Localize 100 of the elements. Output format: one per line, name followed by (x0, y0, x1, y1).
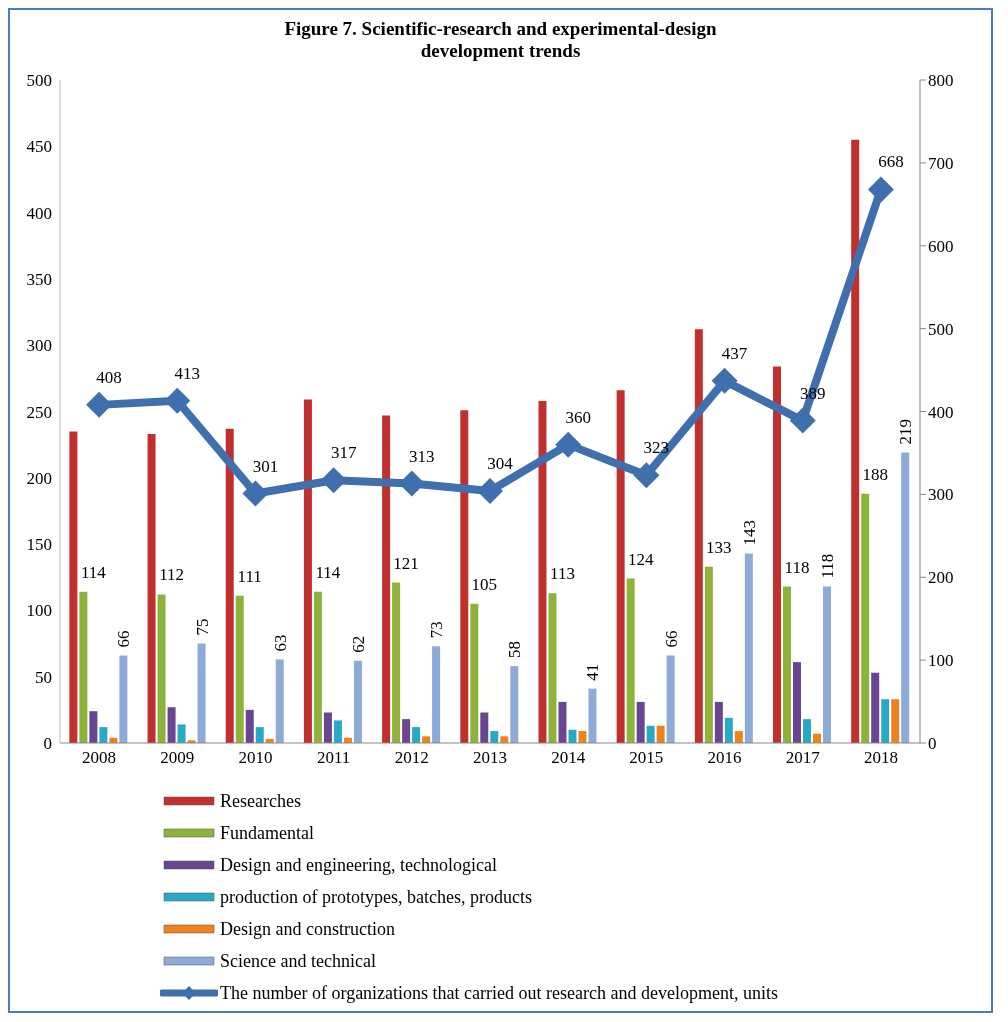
bar (480, 712, 489, 743)
bar (724, 717, 733, 743)
bar (275, 659, 284, 743)
data-label: 66 (114, 630, 134, 648)
data-label: 313 (409, 446, 435, 466)
bar (783, 586, 792, 743)
data-label: 413 (174, 363, 201, 383)
data-label: 437 (721, 343, 748, 363)
data-label: 75 (192, 618, 212, 636)
x-tick-label: 2014 (551, 748, 586, 768)
x-tick-label: 2013 (473, 748, 507, 768)
bar (666, 655, 675, 743)
y-tick-label: 150 (26, 535, 52, 555)
bar (333, 720, 342, 743)
y2-tick-label: 800 (928, 71, 954, 91)
point (711, 367, 738, 394)
bar (313, 591, 322, 743)
data-label: 124 (627, 549, 654, 569)
data-label: 360 (565, 407, 591, 427)
point (867, 176, 894, 203)
point (477, 478, 503, 505)
bar (548, 593, 557, 743)
bar (861, 493, 870, 743)
bar (704, 566, 713, 743)
bar (851, 139, 860, 743)
point (242, 480, 269, 507)
bar (616, 390, 625, 743)
data-label: 118 (818, 553, 838, 579)
bar (470, 603, 479, 743)
bar (197, 643, 206, 743)
bar (69, 431, 78, 743)
bar (245, 709, 254, 743)
bar (157, 594, 166, 743)
legend-label: The number of organizations that carried out research and development, units (220, 982, 778, 1005)
x-tick-label: 2012 (394, 748, 429, 768)
bar (79, 591, 88, 743)
bar (636, 701, 645, 743)
data-label: 133 (706, 537, 732, 557)
bar (303, 399, 312, 743)
data-label: 41 (583, 663, 603, 681)
bar (803, 719, 812, 743)
data-label: 114 (80, 562, 107, 582)
point (789, 407, 816, 434)
bar (538, 400, 547, 743)
bar (500, 736, 509, 743)
bar (694, 329, 703, 743)
x-tick-label: 2017 (785, 748, 821, 768)
bar (382, 415, 391, 743)
bar (793, 662, 802, 743)
bar (119, 655, 128, 743)
bar (558, 701, 567, 743)
bar (490, 731, 499, 743)
data-label: 113 (550, 564, 575, 584)
bar (510, 666, 519, 743)
y-tick-label: 500 (26, 71, 52, 91)
data-label: 304 (487, 454, 514, 474)
bar (323, 712, 332, 743)
point (320, 467, 347, 494)
bar (432, 646, 441, 743)
bar (402, 719, 411, 743)
bar (578, 731, 587, 743)
bar (646, 725, 655, 743)
y2-tick-label: 0 (928, 734, 937, 754)
data-label: 73 (427, 621, 447, 639)
legend-label: Design and engineering, technological (220, 854, 497, 877)
y2-tick-label: 600 (928, 236, 954, 256)
data-label: 62 (348, 635, 368, 653)
chart-title: Figure 7. Scientific-research and experimental-design development trends (283, 17, 718, 63)
bar (881, 699, 890, 743)
data-label: 105 (471, 574, 498, 594)
data-label: 188 (862, 464, 888, 484)
bar (714, 701, 723, 743)
bar (773, 366, 782, 743)
bar (167, 707, 176, 743)
bar (568, 729, 577, 743)
y2-tick-label: 500 (928, 319, 954, 339)
data-label: 118 (784, 557, 810, 577)
y-tick-label: 300 (26, 336, 52, 356)
bar (255, 727, 264, 743)
bar (235, 595, 244, 743)
data-label: 66 (661, 630, 681, 648)
bar (147, 434, 156, 743)
bar (353, 660, 362, 743)
data-label: 114 (315, 562, 341, 582)
data-label: 219 (896, 419, 916, 445)
y-tick-label: 450 (26, 137, 52, 157)
x-tick-label: 2016 (707, 748, 742, 768)
data-label: 301 (252, 456, 279, 476)
y-tick-label: 200 (26, 468, 52, 488)
y2-tick-label: 200 (928, 568, 954, 588)
legend-label: production of prototypes, batches, products (220, 886, 532, 909)
x-tick-label: 2011 (316, 748, 351, 768)
legend-label: Researches (220, 790, 301, 813)
data-label: 121 (393, 553, 419, 573)
legend-label: Science and technical (220, 950, 376, 973)
legend-label: Fundamental (220, 822, 314, 845)
bar (626, 578, 635, 743)
y2-tick-label: 100 (928, 651, 954, 671)
data-label: 317 (330, 443, 357, 463)
bar (744, 553, 753, 743)
